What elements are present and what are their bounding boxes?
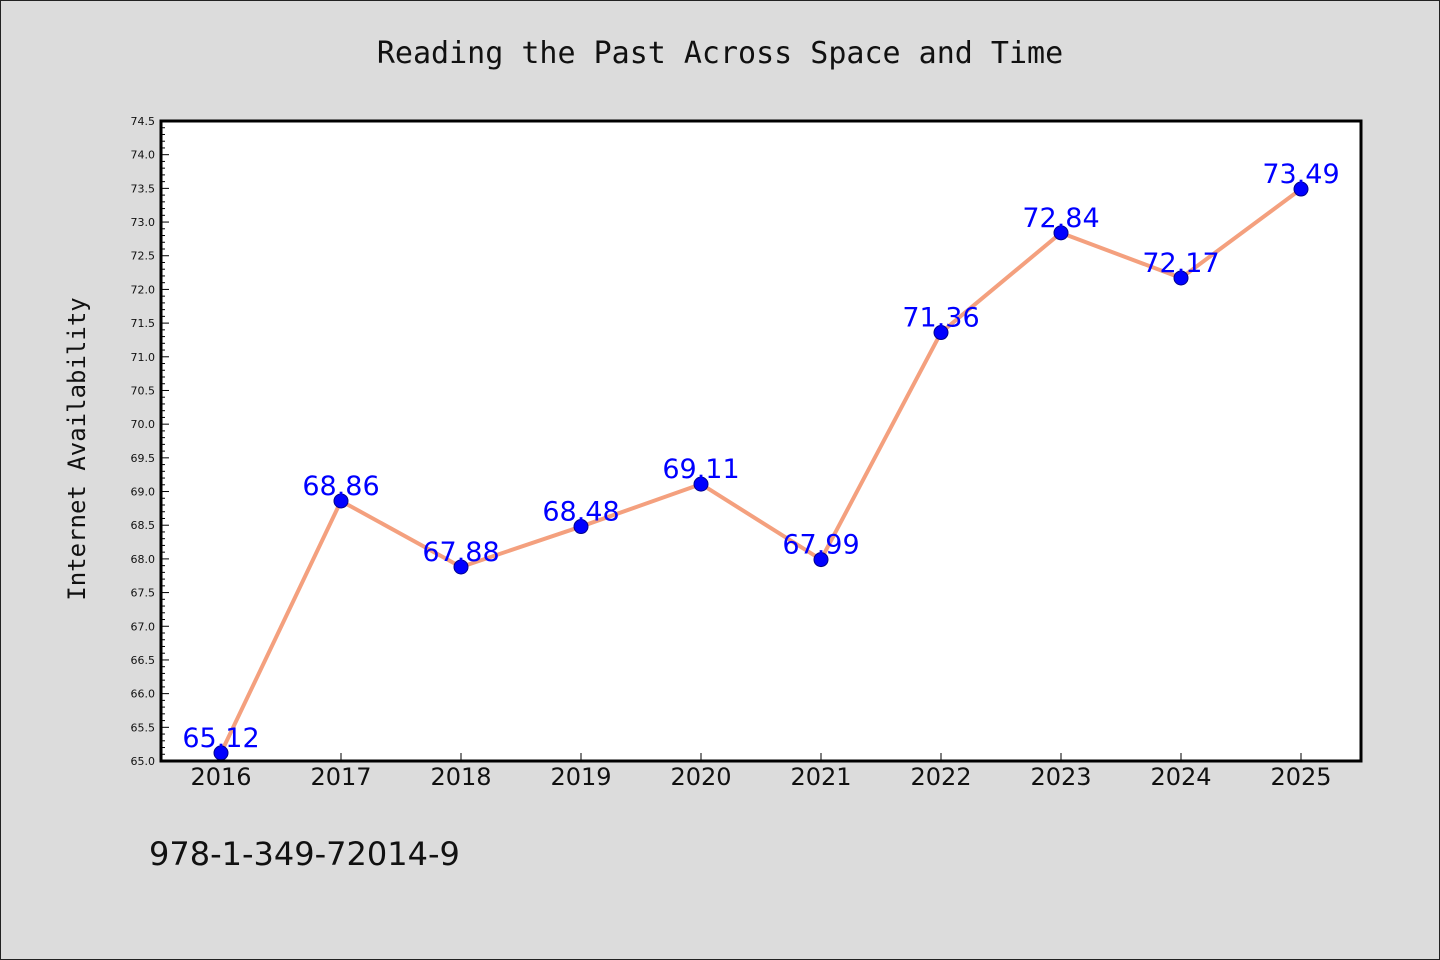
data-point [573, 519, 589, 535]
y-tick-label: 73.0 [131, 216, 156, 229]
x-tick-label: 2025 [1270, 763, 1331, 791]
y-tick-label: 72.5 [131, 250, 156, 263]
x-tick-label: 2020 [670, 763, 731, 791]
y-axis-label: Internet Availability [63, 297, 91, 600]
y-tick-label: 66.5 [131, 654, 156, 667]
isbn-text: 978-1-349-72014-9 [149, 835, 460, 873]
data-label: 72.84 [1022, 203, 1099, 234]
series-layer [219, 187, 1303, 755]
y-tick-label: 68.5 [131, 519, 156, 532]
data-point [813, 552, 829, 568]
y-tick-label: 70.0 [131, 418, 156, 431]
data-label: 71.36 [902, 303, 979, 334]
x-tick-label: 2019 [550, 763, 611, 791]
data-label: 67.88 [422, 537, 499, 568]
data-point [693, 476, 709, 492]
data-label: 69.11 [662, 454, 739, 485]
y-tick-label: 71.5 [131, 317, 156, 330]
data-point [933, 325, 949, 341]
x-axis-ticks: 2016 2017 2018 2019 2020 2021 2022 2023 2024 2025 [190, 753, 1332, 791]
plot-area [161, 121, 1361, 761]
x-tick-label: 2018 [430, 763, 491, 791]
y-tick-label: 74.0 [131, 149, 156, 162]
y-tick-label: 71.0 [131, 351, 156, 364]
data-labels-layer: 65.12 68.86 67.88 68.48 69.11 67.99 71.36 72.84… [182, 159, 1339, 754]
y-tick-label: 68.0 [131, 553, 156, 566]
markers-layer [213, 181, 1309, 761]
x-tick-label: 2022 [910, 763, 971, 791]
y-tick-label: 65.0 [131, 755, 156, 768]
y-tick-label: 72.0 [131, 283, 156, 296]
data-point [453, 559, 469, 575]
data-point [1053, 225, 1069, 241]
data-label: 73.49 [1262, 159, 1339, 190]
y-tick-label: 74.5 [131, 115, 156, 128]
x-tick-label: 2016 [190, 763, 251, 791]
y-tick-label: 66.0 [131, 688, 156, 701]
chart-title: Reading the Past Across Space and Time [377, 36, 1063, 71]
x-tick-label: 2024 [1150, 763, 1211, 791]
y-tick-label: 69.0 [131, 486, 156, 499]
y-tick-label: 67.0 [131, 620, 156, 633]
y-tick-label: 67.5 [131, 587, 156, 600]
data-point [1173, 270, 1189, 286]
data-label: 67.99 [782, 530, 859, 561]
y-tick-label: 70.5 [131, 384, 156, 397]
y-tick-label: 65.5 [131, 721, 156, 734]
y-axis-ticks: 65.0 65.5 66.0 66.5 67.0 67.5 68.0 68.5 69.0 69.5… [131, 115, 169, 768]
series-line [219, 187, 1303, 755]
plot-frame [159, 119, 1363, 763]
data-label: 65.12 [182, 723, 259, 754]
y-tick-label: 69.5 [131, 452, 156, 465]
x-tick-label: 2021 [790, 763, 851, 791]
data-label: 72.17 [1142, 248, 1219, 279]
data-point [1293, 181, 1309, 197]
y-tick-label: 73.5 [131, 182, 156, 195]
x-tick-label: 2023 [1030, 763, 1091, 791]
data-label: 68.48 [542, 497, 619, 528]
x-tick-label: 2017 [310, 763, 371, 791]
data-label: 68.86 [302, 471, 379, 502]
data-point [333, 493, 349, 509]
